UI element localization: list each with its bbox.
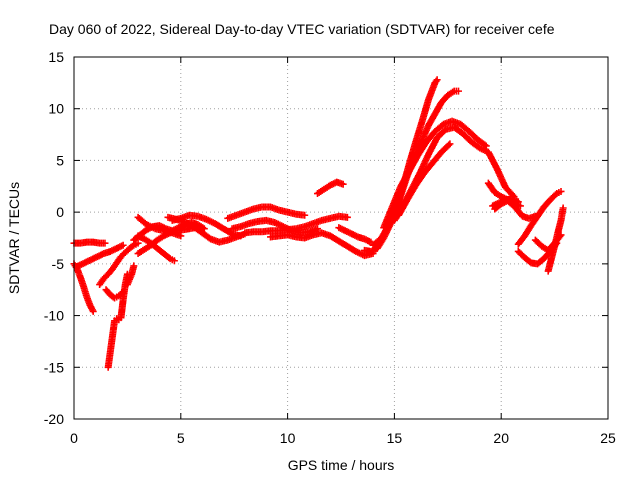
series-arc-13 (164, 213, 249, 246)
x-tick-label: 20 (493, 430, 509, 446)
data-point (128, 242, 136, 250)
y-tick-label: 5 (56, 152, 64, 168)
data-point (445, 141, 453, 149)
x-tick-label: 5 (177, 430, 185, 446)
series-arc-4 (96, 239, 142, 289)
y-tick-label: 15 (48, 49, 64, 65)
y-tick-label: -15 (44, 359, 64, 375)
x-axis-title: GPS time / hours (288, 457, 395, 473)
series-arc-2 (70, 260, 97, 315)
data-point (301, 211, 309, 219)
x-tick-label: 0 (70, 430, 78, 446)
grid-lines (74, 57, 608, 419)
series-arc-7 (123, 262, 138, 289)
y-tick-label: -20 (44, 411, 64, 427)
data-point (170, 257, 178, 265)
data-point (343, 213, 351, 221)
data-point (177, 232, 185, 240)
y-tick-label: -10 (44, 308, 64, 324)
data-point (557, 187, 565, 195)
series-arc-18 (314, 178, 347, 198)
data-point (339, 180, 347, 188)
series-arc-24 (395, 140, 454, 219)
series-arc-6 (104, 270, 131, 371)
data-point (559, 204, 567, 212)
series-arc-3 (74, 241, 127, 270)
series-arc-31 (544, 204, 567, 275)
x-tick-label: 10 (280, 430, 296, 446)
data-point (134, 239, 142, 247)
data-point (433, 76, 441, 84)
y-tick-label: 10 (48, 101, 64, 117)
series-arc-28 (514, 187, 565, 248)
data-point (314, 225, 322, 233)
series-arc-11 (134, 213, 185, 240)
tick-labels: 0 5 10 15 20 25 -20 -15 -10 -5 0 5 10 15 (44, 49, 616, 446)
data-point (130, 262, 138, 270)
series-arc-1 (70, 238, 109, 247)
data-point (89, 307, 97, 315)
data-point (454, 87, 462, 95)
data-point (101, 239, 109, 247)
series-arc-22 (380, 117, 490, 232)
series-arc-10 (134, 232, 178, 265)
data-point (514, 198, 522, 206)
plot-frame (73, 56, 609, 420)
axis-ticks (73, 56, 609, 420)
data-point (516, 202, 524, 210)
series-arc-14 (224, 203, 309, 222)
x-tick-label: 25 (600, 430, 616, 446)
data-point (446, 140, 454, 148)
data-points (70, 76, 567, 371)
series-arc-27 (491, 197, 539, 222)
chart-title: Day 060 of 2022, Sidereal Day-to-day VTE… (49, 21, 555, 37)
y-tick-label: 0 (56, 204, 64, 220)
x-tick-label: 15 (387, 430, 403, 446)
y-tick-label: -5 (52, 256, 65, 272)
series-arc-17 (267, 229, 377, 260)
data-point (119, 241, 127, 249)
y-axis-title: SDTVAR / TECUs (6, 182, 22, 294)
series-arc-19 (335, 224, 375, 246)
